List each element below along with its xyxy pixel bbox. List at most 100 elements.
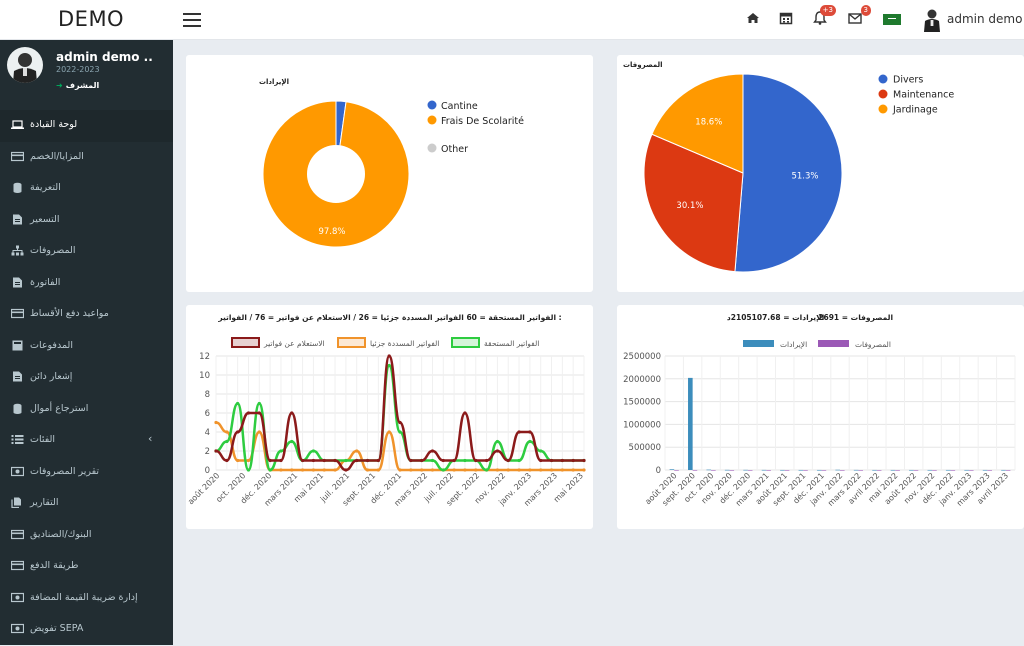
finance-bar[interactable] <box>1005 469 1011 471</box>
invoices-data-point[interactable] <box>582 458 586 463</box>
finance-bar[interactable] <box>835 469 840 471</box>
invoices-data-point[interactable] <box>290 439 294 444</box>
finance-bar[interactable] <box>669 469 675 470</box>
invoices-legend-label[interactable]: الفواتير المستحقة <box>484 339 539 348</box>
sidebar-item[interactable]: المزايا/الخصم <box>0 142 173 174</box>
invoices-data-point[interactable] <box>430 468 435 472</box>
invoices-data-point[interactable] <box>300 468 305 472</box>
finance-bar[interactable] <box>743 469 748 471</box>
finance-bar[interactable] <box>803 469 808 471</box>
invoices-data-point[interactable] <box>409 468 413 472</box>
invoices-data-point[interactable] <box>463 468 467 472</box>
invoices-data-point[interactable] <box>463 411 467 415</box>
invoices-data-point[interactable] <box>571 458 575 463</box>
finance-bar[interactable] <box>688 377 693 470</box>
invoices-data-point[interactable] <box>268 458 272 463</box>
invoices-data-point[interactable] <box>549 468 554 472</box>
invoices-data-point[interactable] <box>506 458 510 463</box>
finance-bar[interactable] <box>816 469 822 471</box>
finance-bar[interactable] <box>798 469 804 471</box>
invoices-data-point[interactable] <box>290 468 294 472</box>
sidebar-item[interactable]: المصروفات <box>0 236 173 268</box>
invoices-data-point[interactable] <box>484 458 489 463</box>
invoices-data-point[interactable] <box>528 439 532 444</box>
finance-bar[interactable] <box>766 469 771 471</box>
finance-bar[interactable] <box>890 469 896 471</box>
expenses-legend-label[interactable]: Maintenance <box>893 90 954 101</box>
invoices-data-point[interactable] <box>279 449 283 453</box>
finance-bar[interactable] <box>780 469 785 471</box>
invoices-data-point[interactable] <box>257 401 261 406</box>
sidebar-item[interactable]: مواعيد دفع الأقساط <box>0 299 173 331</box>
language-flag-icon[interactable] <box>883 14 901 25</box>
sidebar-item[interactable]: التقارير <box>0 488 173 520</box>
invoices-data-point[interactable] <box>474 468 478 472</box>
invoices-data-point[interactable] <box>539 468 543 472</box>
expenses-legend-label[interactable]: Divers <box>893 75 923 86</box>
invoices-data-point[interactable] <box>322 468 326 472</box>
invoices-data-point[interactable] <box>441 468 445 472</box>
sidebar-toggle-icon[interactable] <box>183 13 201 27</box>
invoices-data-point[interactable] <box>430 449 435 453</box>
invoices-data-point[interactable] <box>387 363 391 368</box>
invoices-data-point[interactable] <box>560 468 564 472</box>
invoices-data-point[interactable] <box>560 458 564 463</box>
invoices-data-point[interactable] <box>528 430 532 434</box>
finance-legend-label[interactable]: الإيرادات <box>780 340 807 349</box>
invoices-data-point[interactable] <box>355 458 359 463</box>
invoices-data-point[interactable] <box>528 468 532 472</box>
sidebar-item[interactable]: البنوك/الصناديق <box>0 520 173 552</box>
finance-bar[interactable] <box>821 469 827 471</box>
invoices-data-point[interactable] <box>279 458 283 463</box>
invoices-data-point[interactable] <box>322 458 326 463</box>
finance-bar[interactable] <box>674 469 679 471</box>
revenue-legend-label[interactable]: Frais De Scolarité <box>441 116 524 127</box>
notifications-menu[interactable]: +3 <box>812 5 836 26</box>
invoices-data-point[interactable] <box>365 468 370 472</box>
expenses-slice[interactable] <box>651 73 744 174</box>
finance-bar[interactable] <box>927 469 933 471</box>
invoices-data-point[interactable] <box>279 468 283 472</box>
invoices-data-point[interactable] <box>257 411 261 415</box>
finance-legend-label[interactable]: المصروفات <box>855 340 891 349</box>
finance-bar[interactable] <box>968 469 974 471</box>
finance-bar[interactable] <box>913 469 919 471</box>
finance-bar[interactable] <box>853 469 859 471</box>
invoices-data-point[interactable] <box>582 468 586 472</box>
finance-bar[interactable] <box>950 469 956 471</box>
finance-bar[interactable] <box>840 469 845 471</box>
invoices-data-point[interactable] <box>246 468 251 472</box>
invoices-data-point[interactable] <box>495 449 500 453</box>
invoices-data-point[interactable] <box>214 449 218 453</box>
invoices-data-point[interactable] <box>398 420 402 425</box>
invoices-data-point[interactable] <box>571 468 575 472</box>
finance-bar[interactable] <box>729 469 735 471</box>
invoices-data-point[interactable] <box>300 458 305 463</box>
sidebar-item[interactable]: الفاتورة <box>0 268 173 300</box>
invoices-data-point[interactable] <box>474 458 478 463</box>
invoices-data-point[interactable] <box>365 458 370 463</box>
finance-bar[interactable] <box>784 469 790 471</box>
invoices-data-point[interactable] <box>452 468 456 472</box>
invoices-data-point[interactable] <box>311 468 316 472</box>
invoices-data-point[interactable] <box>246 458 251 463</box>
invoices-data-point[interactable] <box>225 439 229 444</box>
invoices-data-point[interactable] <box>387 354 391 358</box>
invoices-data-point[interactable] <box>484 468 489 472</box>
sidebar-item[interactable]: المدفوعات <box>0 331 173 363</box>
invoices-data-point[interactable] <box>452 458 456 463</box>
sidebar-item[interactable]: طريقة الدفع <box>0 551 173 583</box>
top-user-name[interactable]: admin demo ... <box>947 12 1024 26</box>
invoices-data-point[interactable] <box>398 468 402 472</box>
invoices-data-point[interactable] <box>344 458 348 463</box>
finance-bar[interactable] <box>761 469 767 471</box>
invoices-data-point[interactable] <box>549 458 554 463</box>
invoices-data-point[interactable] <box>333 468 337 472</box>
invoices-data-point[interactable] <box>257 430 261 434</box>
finance-bar[interactable] <box>945 469 951 471</box>
calendar-icon[interactable] <box>778 10 794 26</box>
invoices-data-point[interactable] <box>333 458 337 463</box>
app-logo[interactable]: DEMO <box>58 7 125 31</box>
invoices-data-point[interactable] <box>290 411 294 415</box>
sidebar-item[interactable]: التعريفة <box>0 173 173 205</box>
